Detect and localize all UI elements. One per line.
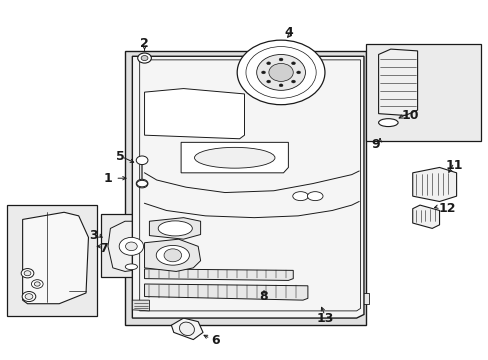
Text: 1: 1 [103, 172, 112, 185]
Circle shape [21, 269, 34, 278]
Text: 3: 3 [89, 229, 98, 242]
Polygon shape [132, 300, 149, 311]
Ellipse shape [194, 147, 274, 168]
Circle shape [261, 71, 265, 74]
Circle shape [296, 71, 300, 74]
Circle shape [237, 40, 325, 105]
Circle shape [125, 242, 137, 251]
Polygon shape [144, 239, 200, 271]
Circle shape [266, 80, 270, 83]
Circle shape [279, 84, 283, 87]
Circle shape [268, 63, 293, 81]
Circle shape [31, 280, 43, 288]
Ellipse shape [125, 264, 137, 270]
Circle shape [136, 179, 148, 188]
Circle shape [34, 282, 40, 286]
Polygon shape [149, 218, 200, 239]
Ellipse shape [378, 119, 397, 127]
Bar [101, 214, 171, 277]
Text: 5: 5 [116, 150, 124, 163]
Polygon shape [378, 49, 417, 116]
Text: 7: 7 [99, 242, 107, 255]
Circle shape [163, 249, 181, 262]
Ellipse shape [156, 246, 189, 265]
Text: 12: 12 [437, 202, 455, 215]
Circle shape [291, 62, 295, 65]
Polygon shape [412, 205, 439, 228]
Bar [125, 51, 366, 325]
Circle shape [291, 80, 295, 83]
Text: 11: 11 [445, 159, 462, 172]
Text: 13: 13 [316, 311, 333, 325]
Circle shape [119, 237, 143, 255]
Polygon shape [412, 167, 456, 202]
Text: 8: 8 [259, 290, 268, 303]
Polygon shape [144, 269, 293, 280]
Text: 9: 9 [371, 138, 380, 150]
Circle shape [22, 292, 36, 302]
Polygon shape [144, 284, 307, 300]
Circle shape [256, 54, 305, 90]
Polygon shape [259, 293, 363, 306]
Ellipse shape [179, 322, 194, 336]
Circle shape [138, 53, 151, 63]
Text: 2: 2 [140, 37, 149, 50]
Bar [366, 44, 480, 140]
Circle shape [266, 62, 270, 65]
Ellipse shape [158, 221, 192, 236]
Text: 4: 4 [284, 27, 292, 40]
Circle shape [24, 271, 31, 276]
Bar [6, 205, 97, 316]
Ellipse shape [307, 192, 323, 201]
Polygon shape [256, 293, 261, 304]
Polygon shape [181, 142, 288, 173]
Polygon shape [144, 89, 244, 139]
Text: 10: 10 [401, 109, 418, 122]
Polygon shape [171, 318, 203, 339]
Ellipse shape [292, 192, 308, 201]
Text: 6: 6 [210, 334, 219, 347]
Circle shape [141, 55, 148, 60]
Circle shape [25, 294, 33, 300]
Polygon shape [360, 293, 368, 304]
Polygon shape [22, 212, 88, 304]
Polygon shape [132, 56, 363, 318]
Circle shape [136, 156, 148, 165]
Polygon shape [108, 221, 154, 271]
Circle shape [279, 58, 283, 61]
